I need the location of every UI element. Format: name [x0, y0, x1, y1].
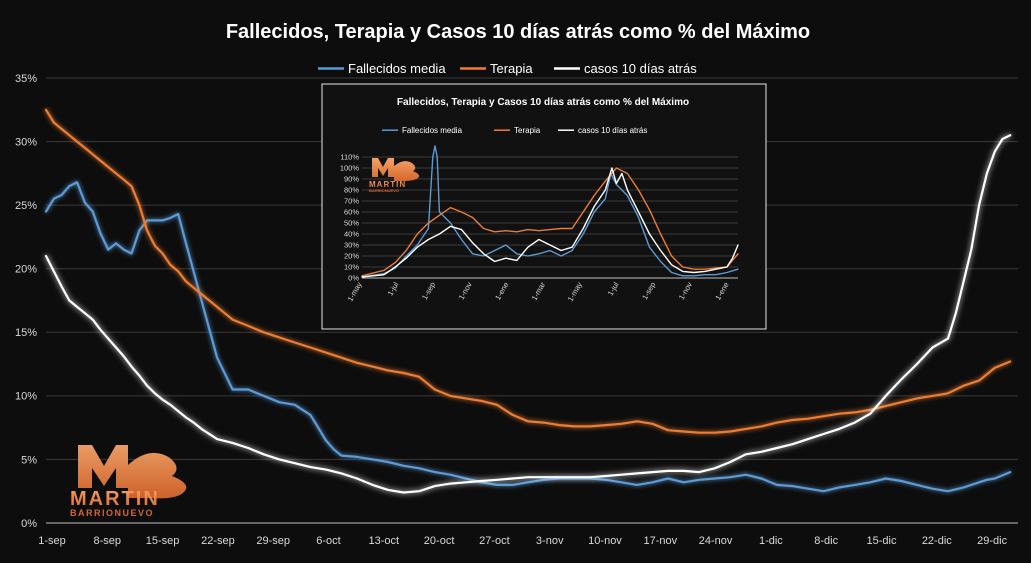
logo-name: MARTIN [70, 488, 160, 510]
main-y-tick-label: 30% [15, 136, 37, 148]
main-y-tick-label: 15% [15, 327, 37, 339]
inset-y-tick-label: 80% [344, 186, 359, 195]
inset-logo: MARTIN BARRIONUEVO [369, 158, 420, 193]
main-x-tick-label: 1-dic [759, 535, 783, 547]
inset-series-line-0 [361, 145, 739, 278]
logo-surname: BARRIONUEVO [70, 508, 154, 518]
main-x-tick-label: 29-sep [256, 535, 290, 547]
inset-y-tick-label: 30% [344, 241, 359, 250]
logo-mb-glyph [78, 445, 187, 499]
inset-y-tick-label: 70% [344, 197, 359, 206]
main-legend: Fallecidos media Terapia casos 10 días atr… [318, 61, 697, 76]
main-x-tick-label: 8-sep [94, 535, 122, 547]
inset-y-tick-label: 100% [340, 164, 360, 173]
main-x-tick-label: 22-dic [922, 535, 952, 547]
inset-logo-surname: BARRIONUEVO [369, 188, 399, 193]
main-y-tick-label: 5% [21, 454, 37, 466]
main-legend-label-0: Fallecidos media [348, 61, 446, 76]
main-x-tick-label: 20-oct [424, 535, 455, 547]
main-x-axis: 1-sep 8-sep 15-sep 22-sep 29-sep 6-oct 13-oct 2… [38, 535, 1007, 547]
main-series-group [44, 108, 1012, 494]
inset-legend-label-0: Fallecidos media [402, 126, 463, 135]
inset-y-tick-label: 50% [344, 219, 359, 228]
main-x-tick-label: 8-dic [814, 535, 838, 547]
inset-series-line-2 [361, 167, 739, 278]
martin-barrionuevo-logo: MARTIN BARRIONUEVO [70, 445, 187, 518]
main-x-tick-label: 3-nov [536, 535, 564, 547]
main-x-tick-label: 13-oct [369, 535, 400, 547]
inset-y-axis: 0% 10% 20% 30% 40% 50% 60% 70% 80% 90% 100% 110% [340, 153, 360, 283]
main-series-line-1 [44, 108, 1012, 434]
main-y-tick-label: 20% [15, 264, 37, 276]
inset-y-tick-label: 10% [344, 263, 359, 272]
main-x-tick-label: 10-nov [588, 535, 622, 547]
main-x-tick-label: 29-dic [977, 535, 1007, 547]
inset-y-tick-label: 110% [340, 153, 359, 162]
main-x-tick-label: 15-dic [867, 535, 897, 547]
inset-y-tick-label: 0% [348, 274, 359, 283]
main-y-tick-label: 0% [21, 518, 37, 530]
main-legend-label-1: Terapia [490, 61, 533, 76]
inset-logo-name: MARTIN [369, 180, 406, 189]
inset-legend-label-1: Terapia [514, 126, 541, 135]
main-series-line-2 [44, 134, 1012, 494]
main-x-tick-label: 27-oct [479, 535, 510, 547]
inset-series-group [361, 145, 739, 278]
main-chart-title: Fallecidos, Terapia y Casos 10 días atrá… [226, 21, 810, 43]
main-series-line-0 [44, 181, 1012, 493]
main-x-tick-label: 24-nov [699, 535, 733, 547]
inset-logo-mb-glyph [372, 158, 420, 181]
inset-chart: Fallecidos, Terapia y Casos 10 días atrá… [321, 83, 767, 330]
main-x-tick-label: 6-oct [316, 535, 340, 547]
inset-background [321, 83, 767, 330]
inset-y-tick-label: 60% [344, 208, 359, 217]
main-x-tick-label: 1-sep [38, 535, 66, 547]
main-x-tick-label: 17-nov [643, 535, 677, 547]
main-y-tick-label: 10% [15, 391, 37, 403]
inset-legend-label-2: casos 10 días atrás [578, 126, 647, 135]
inset-legend: Fallecidos media Terapia casos 10 días atr… [382, 126, 647, 135]
inset-y-tick-label: 20% [344, 252, 359, 261]
main-x-tick-label: 15-sep [146, 535, 180, 547]
main-y-tick-label: 35% [15, 73, 37, 85]
main-legend-label-2: casos 10 días atrás [584, 61, 697, 76]
main-x-tick-label: 22-sep [201, 535, 235, 547]
main-y-tick-label: 25% [15, 200, 37, 212]
inset-gridlines [362, 156, 738, 279]
inset-series-line-1 [361, 167, 739, 277]
inset-y-tick-label: 90% [344, 175, 359, 184]
inset-chart-title: Fallecidos, Terapia y Casos 10 días atrá… [397, 97, 689, 108]
main-y-axis: 0% 5% 10% 15% 20% 25% 30% 35% [15, 73, 37, 530]
inset-y-tick-label: 40% [344, 230, 359, 239]
